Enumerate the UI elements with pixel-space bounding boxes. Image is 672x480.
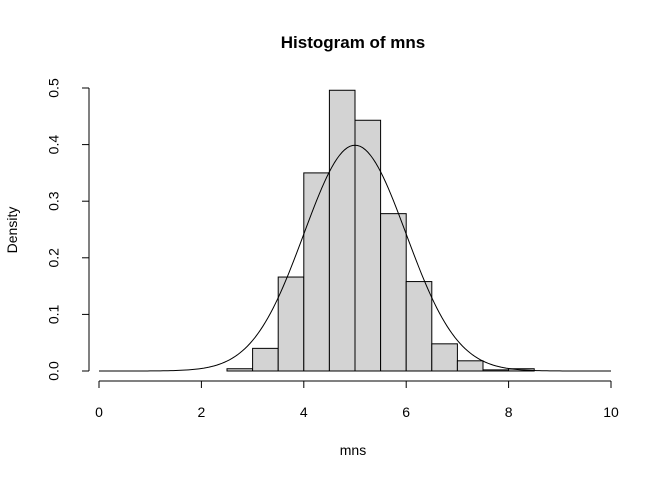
- x-tick-label-5: 10: [603, 404, 619, 420]
- histogram-bar-6: [380, 213, 407, 372]
- y-tick-label-5: 0.5: [46, 78, 62, 98]
- y-axis-label: Density: [4, 207, 20, 254]
- histogram-bar-8: [431, 343, 458, 372]
- histogram-bar-0: [226, 368, 254, 372]
- histogram-bar-2: [277, 276, 305, 372]
- y-tick-label-1: 0.1: [46, 304, 62, 324]
- y-tick-label-3: 0.3: [46, 191, 62, 211]
- y-tick-label-0: 0.0: [46, 361, 62, 381]
- x-tick-label-4: 8: [505, 404, 513, 420]
- y-axis: 0.0 0.1 0.2 0.3 0.4 0.5: [46, 78, 90, 381]
- y-tick-label-4: 0.4: [46, 135, 62, 155]
- x-tick-label-3: 6: [402, 404, 410, 420]
- histogram-bar-1: [252, 347, 279, 372]
- histogram-bar-7: [405, 281, 433, 372]
- x-axis-label: mns: [340, 442, 366, 458]
- x-tick-label-0: 0: [95, 404, 103, 420]
- histogram-bar-10: [482, 369, 510, 372]
- chart-title: Histogram of mns: [281, 33, 426, 52]
- histogram-bar-9: [456, 360, 484, 372]
- x-axis: 0 2 4 6 8 10: [95, 380, 619, 420]
- density-curve: [99, 144, 611, 372]
- y-tick-label-2: 0.2: [46, 248, 62, 268]
- histogram-bars: [226, 89, 535, 372]
- x-tick-label-2: 4: [300, 404, 308, 420]
- histogram-bar-5: [354, 119, 382, 372]
- histogram-bar-4: [328, 89, 356, 372]
- histogram-bar-3: [303, 172, 330, 372]
- x-tick-label-1: 2: [198, 404, 206, 420]
